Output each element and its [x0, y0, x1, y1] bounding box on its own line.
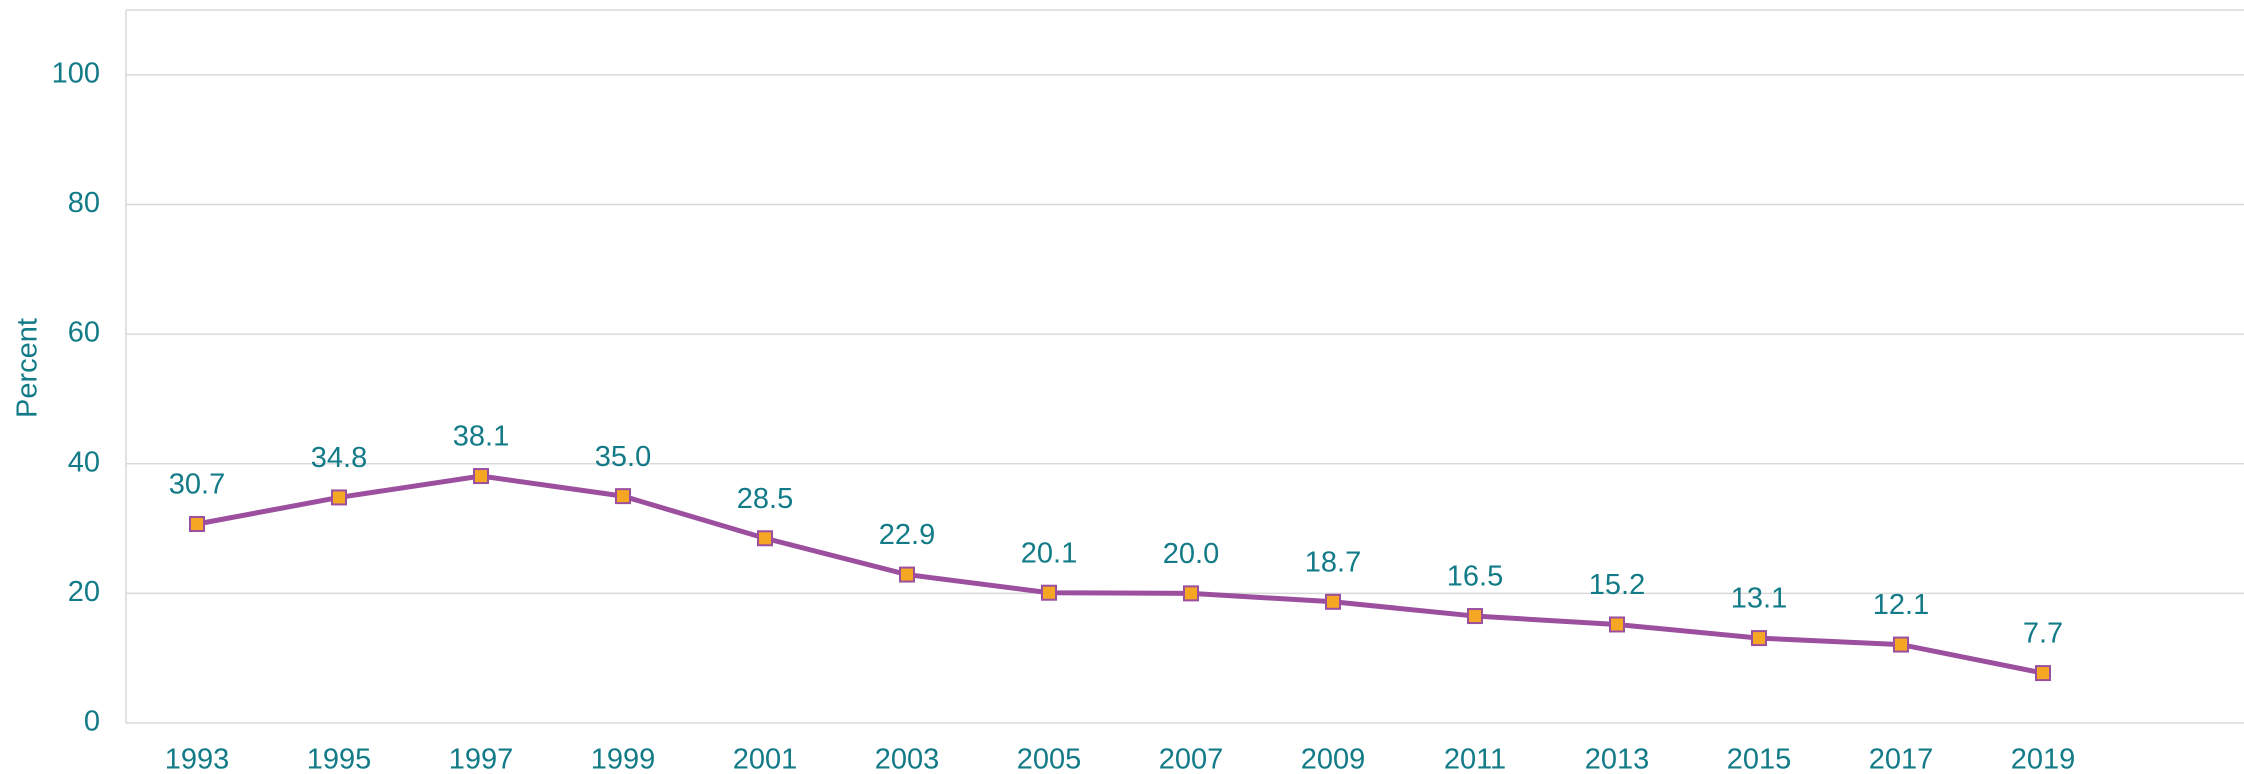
- x-tick-label: 2005: [1017, 744, 1082, 774]
- y-tick-label: 20: [68, 576, 100, 608]
- data-label: 35.0: [595, 441, 651, 473]
- marker: [1893, 636, 1909, 653]
- data-label: 34.8: [311, 442, 367, 474]
- marker: [899, 566, 915, 583]
- y-tick-label: 100: [52, 57, 100, 89]
- x-tick-label: 1995: [307, 744, 372, 774]
- y-tick-label: 80: [68, 187, 100, 219]
- x-tick-label: 2015: [1727, 744, 1792, 774]
- marker: [2035, 665, 2051, 682]
- marker: [1041, 584, 1057, 601]
- x-tick-label: 2013: [1585, 744, 1650, 774]
- data-label: 20.1: [1021, 537, 1077, 569]
- marker: [189, 516, 205, 533]
- marker: [1325, 593, 1341, 610]
- marker: [1751, 630, 1767, 647]
- x-tick-label: 2017: [1869, 744, 1934, 774]
- y-tick-label: 0: [84, 706, 100, 738]
- data-label: 38.1: [453, 421, 509, 453]
- x-tick-label: 1997: [449, 744, 514, 774]
- marker: [1467, 608, 1483, 625]
- data-label: 12.1: [1873, 589, 1929, 621]
- x-tick-label: 2001: [733, 744, 798, 774]
- data-label: 7.7: [2023, 618, 2063, 650]
- y-axis-label: Percent: [12, 318, 44, 418]
- data-label: 15.2: [1589, 569, 1645, 601]
- marker: [1183, 585, 1199, 602]
- y-tick-label: 60: [68, 317, 100, 349]
- x-tick-label: 2003: [875, 744, 940, 774]
- x-tick-label: 2009: [1301, 744, 1366, 774]
- x-tick-label: 2019: [2011, 744, 2076, 774]
- marker: [473, 468, 489, 485]
- marker: [1609, 616, 1625, 633]
- data-label: 22.9: [879, 519, 935, 551]
- data-label: 20.0: [1163, 538, 1219, 570]
- data-label: 18.7: [1305, 546, 1361, 578]
- x-tick-label: 1993: [165, 744, 230, 774]
- x-tick-label: 2007: [1159, 744, 1224, 774]
- series-line: [196, 473, 2044, 676]
- x-tick-label: 2011: [1444, 744, 1506, 774]
- y-tick-label: 40: [68, 446, 100, 478]
- marker: [757, 530, 773, 547]
- data-label: 28.5: [737, 483, 793, 515]
- data-label: 30.7: [169, 469, 225, 501]
- marker: [615, 488, 631, 505]
- x-tick-label: 1999: [591, 744, 656, 774]
- data-label: 16.5: [1447, 561, 1503, 593]
- data-label: 13.1: [1731, 583, 1787, 615]
- marker: [331, 489, 347, 506]
